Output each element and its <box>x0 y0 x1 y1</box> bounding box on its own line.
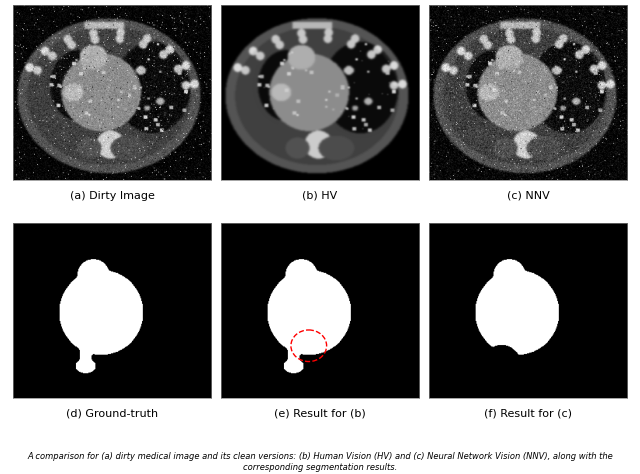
Text: (f) Result for (c): (f) Result for (c) <box>484 409 572 419</box>
Text: (b) HV: (b) HV <box>302 191 338 201</box>
Text: (d) Ground-truth: (d) Ground-truth <box>66 409 158 419</box>
Text: A comparison for (a) dirty medical image and its clean versions: (b) Human Visio: A comparison for (a) dirty medical image… <box>27 452 613 472</box>
Text: (c) NNV: (c) NNV <box>507 191 549 201</box>
Text: (a) Dirty Image: (a) Dirty Image <box>70 191 154 201</box>
Text: (e) Result for (b): (e) Result for (b) <box>274 409 366 419</box>
